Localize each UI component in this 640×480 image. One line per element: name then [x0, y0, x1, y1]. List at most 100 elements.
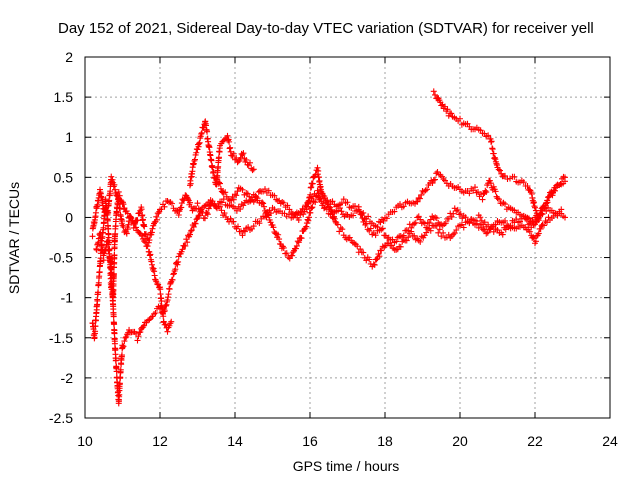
data-point [233, 207, 240, 214]
data-point [92, 323, 99, 330]
data-point [260, 200, 267, 207]
data-point [464, 120, 471, 127]
data-point [499, 200, 505, 207]
data-point [331, 215, 338, 222]
data-point [477, 214, 484, 221]
data-point [259, 199, 266, 206]
data-point [119, 344, 126, 351]
data-point [92, 209, 99, 216]
data-point [350, 212, 357, 219]
data-point [141, 238, 148, 245]
data-point [208, 157, 215, 164]
data-point [280, 244, 287, 251]
data-point [380, 217, 387, 224]
data-point [492, 188, 499, 195]
data-point [526, 228, 533, 235]
x-tick-label: 18 [377, 433, 393, 449]
data-point [123, 230, 130, 237]
data-point [147, 251, 154, 258]
data-point [307, 191, 314, 198]
data-point [423, 229, 430, 236]
y-tick-label: -1.5 [49, 330, 73, 346]
data-point [134, 217, 141, 224]
data-point [187, 227, 194, 234]
data-point [371, 261, 378, 268]
y-axis-ticks: -2.5 -2 -1.5 -1 -0.5 0 0.5 1 1.5 2 [49, 49, 610, 426]
data-point [131, 220, 138, 227]
data-point [363, 257, 370, 264]
data-point [100, 257, 107, 264]
data-point [502, 172, 508, 179]
data-point [270, 224, 277, 231]
data-point [134, 337, 141, 344]
data-point [222, 189, 229, 196]
data-point [496, 196, 502, 203]
data-point [116, 380, 123, 387]
data-point [218, 199, 225, 206]
data-point [422, 187, 429, 194]
data-point [240, 202, 247, 209]
data-point [138, 206, 145, 213]
data-point [204, 128, 211, 135]
y-tick-label: -2.5 [49, 410, 73, 426]
data-point [230, 218, 237, 225]
data-point [118, 352, 125, 359]
data-point [405, 234, 412, 241]
data-point [479, 196, 486, 203]
data-point [328, 208, 335, 215]
data-point [165, 291, 172, 298]
data-point [233, 192, 240, 199]
data-point [265, 187, 272, 194]
data-point [537, 212, 544, 219]
data-point [448, 110, 455, 117]
data-point [120, 343, 127, 350]
data-point [532, 204, 538, 211]
data-point [448, 213, 455, 220]
data-point [484, 229, 491, 236]
data-point [109, 176, 116, 183]
data-point [170, 271, 177, 278]
data-point [535, 215, 542, 222]
data-point [279, 199, 286, 206]
data-point [418, 191, 425, 198]
data-point [307, 209, 314, 216]
data-point [192, 156, 198, 163]
data-point [168, 318, 175, 325]
data-point [190, 160, 197, 167]
data-point [433, 215, 440, 222]
data-point [397, 201, 403, 208]
data-point [265, 212, 272, 219]
data-point [117, 366, 124, 373]
data-point [432, 91, 438, 98]
data-point [187, 231, 193, 238]
data-point [315, 167, 322, 174]
data-point [292, 211, 299, 218]
data-point [423, 224, 430, 231]
data-point [367, 225, 374, 232]
data-point [424, 186, 430, 193]
data-point [376, 253, 383, 260]
data-point [485, 221, 492, 228]
data-point [295, 217, 302, 224]
data-point [487, 180, 494, 187]
x-tick-label: 22 [527, 433, 543, 449]
data-point [190, 223, 197, 230]
data-point [303, 223, 310, 230]
data-point [118, 198, 125, 205]
data-point [435, 219, 442, 226]
data-point [289, 252, 296, 259]
data-point [451, 230, 458, 237]
data-point [545, 194, 552, 201]
data-point [137, 328, 144, 335]
data-point [545, 214, 552, 221]
data-point [537, 225, 544, 232]
data-point [198, 208, 205, 215]
data-point [141, 322, 148, 329]
data-point [562, 214, 568, 221]
data-point [417, 238, 424, 245]
data-point [106, 197, 113, 204]
data-point [370, 261, 377, 268]
data-point [191, 157, 198, 164]
data-point [193, 216, 200, 223]
data-point [246, 193, 253, 200]
